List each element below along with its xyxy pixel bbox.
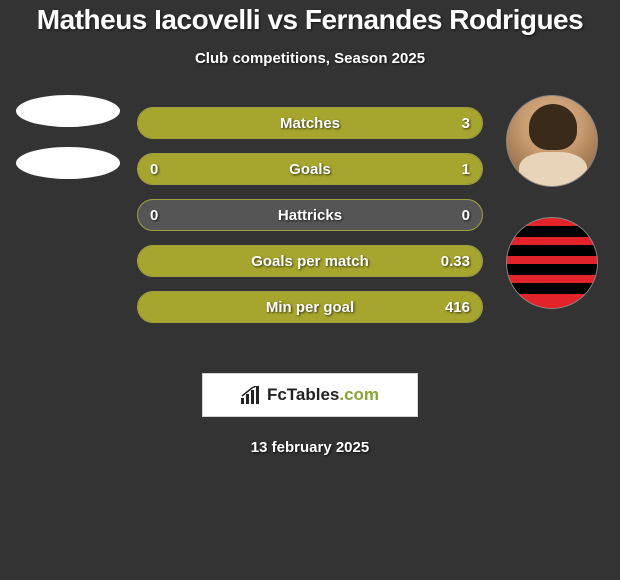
left-player-column [8, 95, 128, 199]
stat-right-value: 0.33 [422, 253, 482, 270]
stat-row: Matches3 [137, 107, 483, 139]
stat-label: Matches [198, 115, 422, 132]
logo-text-b: .com [339, 385, 379, 405]
right-player-column [492, 95, 612, 309]
right-player-avatar [506, 95, 598, 187]
stat-row: 0Hattricks0 [137, 199, 483, 231]
subtitle: Club competitions, Season 2025 [0, 50, 620, 67]
stat-right-value: 416 [422, 299, 482, 316]
left-player-avatar-placeholder [16, 95, 120, 127]
fctables-logo: FcTables.com [202, 373, 418, 417]
comparison-main: Matches30Goals10Hattricks0Goals per matc… [0, 107, 620, 357]
club-stripe [507, 283, 597, 294]
stat-label: Goals per match [198, 253, 422, 270]
stat-right-value: 1 [422, 161, 482, 178]
stats-list: Matches30Goals10Hattricks0Goals per matc… [137, 107, 483, 323]
stat-row: Goals per match0.33 [137, 245, 483, 277]
left-club-badge-placeholder [16, 147, 120, 179]
chart-icon [241, 386, 261, 404]
stat-label: Goals [198, 161, 422, 178]
stat-left-value: 0 [138, 207, 198, 224]
date-label: 13 february 2025 [0, 439, 620, 456]
club-stripe [507, 226, 597, 237]
stat-label: Min per goal [198, 299, 422, 316]
stat-row: 0Goals1 [137, 153, 483, 185]
club-stripe [507, 264, 597, 275]
stat-right-value: 0 [422, 207, 482, 224]
page-title: Matheus Iacovelli vs Fernandes Rodrigues [0, 4, 620, 36]
stat-row: Min per goal416 [137, 291, 483, 323]
stat-left-value: 0 [138, 161, 198, 178]
club-stripe [507, 245, 597, 256]
logo-text-a: FcTables [267, 385, 339, 405]
stat-right-value: 3 [422, 115, 482, 132]
right-club-badge [506, 217, 598, 309]
stat-label: Hattricks [198, 207, 422, 224]
